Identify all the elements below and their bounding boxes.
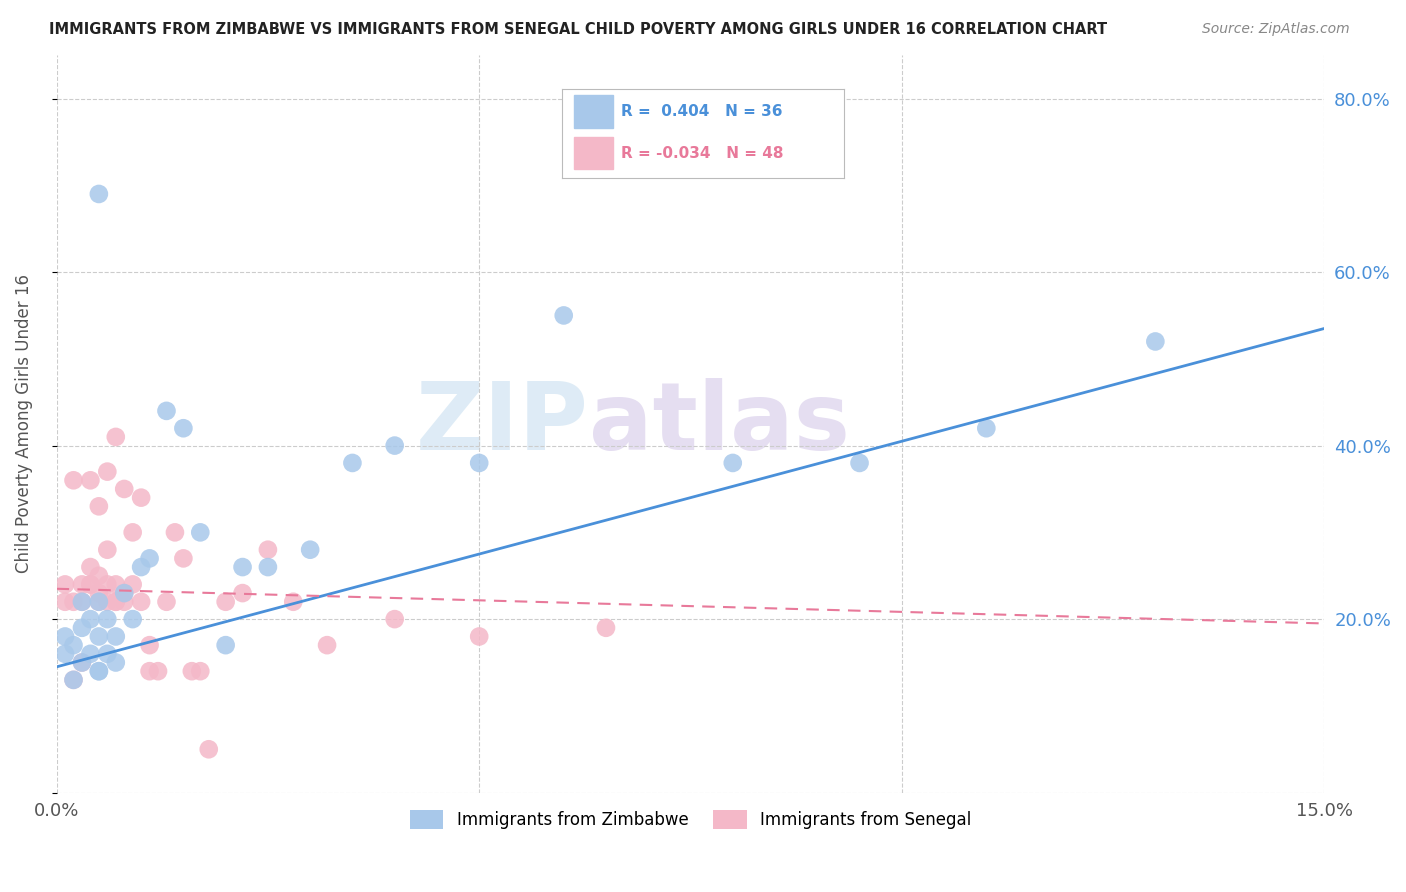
Point xyxy=(104,630,127,644)
Point xyxy=(87,186,110,201)
Point xyxy=(70,621,93,635)
Point xyxy=(104,595,127,609)
Point xyxy=(848,456,870,470)
Point xyxy=(197,742,219,756)
Point xyxy=(62,673,84,687)
Point xyxy=(163,525,186,540)
Point xyxy=(214,638,236,652)
Point xyxy=(384,439,406,453)
Point xyxy=(112,595,135,609)
Point xyxy=(138,638,160,652)
Text: atlas: atlas xyxy=(589,378,851,470)
Point xyxy=(79,577,101,591)
Point xyxy=(283,595,305,609)
Point xyxy=(342,456,364,470)
Text: ZIP: ZIP xyxy=(416,378,589,470)
Point xyxy=(96,595,118,609)
Point xyxy=(1144,334,1167,349)
Point xyxy=(70,595,93,609)
Point xyxy=(87,595,110,609)
Point xyxy=(87,664,110,678)
Point xyxy=(79,612,101,626)
Point xyxy=(70,656,93,670)
Point xyxy=(87,630,110,644)
Point xyxy=(232,586,254,600)
Point xyxy=(316,638,339,652)
Point xyxy=(214,595,236,609)
Point xyxy=(104,656,127,670)
Point xyxy=(468,630,491,644)
Point xyxy=(180,664,202,678)
Point xyxy=(79,560,101,574)
Point xyxy=(104,577,127,591)
Text: Source: ZipAtlas.com: Source: ZipAtlas.com xyxy=(1202,22,1350,37)
Text: R =  0.404   N = 36: R = 0.404 N = 36 xyxy=(621,104,783,119)
Point xyxy=(129,491,152,505)
Point xyxy=(112,586,135,600)
Point xyxy=(96,465,118,479)
Point xyxy=(129,595,152,609)
Legend: Immigrants from Zimbabwe, Immigrants from Senegal: Immigrants from Zimbabwe, Immigrants fro… xyxy=(404,804,977,836)
Point xyxy=(96,612,118,626)
Point xyxy=(87,586,110,600)
Point xyxy=(53,630,76,644)
Point xyxy=(87,500,110,514)
Point xyxy=(96,577,118,591)
Point xyxy=(96,647,118,661)
Point xyxy=(257,542,280,557)
Point xyxy=(62,673,84,687)
Point xyxy=(146,664,169,678)
Point xyxy=(155,404,177,418)
Point xyxy=(70,656,93,670)
Point xyxy=(112,482,135,496)
Point xyxy=(79,577,101,591)
Point xyxy=(70,595,93,609)
Point xyxy=(976,421,998,435)
Point xyxy=(553,309,575,323)
Point xyxy=(188,664,211,678)
Point xyxy=(129,560,152,574)
Point xyxy=(595,621,617,635)
Bar xyxy=(574,95,613,128)
Bar xyxy=(574,137,613,169)
Point xyxy=(70,577,93,591)
Point xyxy=(62,638,84,652)
Point xyxy=(53,577,76,591)
Point xyxy=(155,595,177,609)
Point xyxy=(62,473,84,487)
Point xyxy=(79,647,101,661)
Point xyxy=(87,568,110,582)
Point xyxy=(87,664,110,678)
Point xyxy=(121,612,143,626)
Point xyxy=(468,456,491,470)
Point xyxy=(172,551,194,566)
Point xyxy=(53,647,76,661)
Point xyxy=(172,421,194,435)
Point xyxy=(79,473,101,487)
Point xyxy=(384,612,406,626)
Point xyxy=(104,430,127,444)
Point xyxy=(138,664,160,678)
Text: IMMIGRANTS FROM ZIMBABWE VS IMMIGRANTS FROM SENEGAL CHILD POVERTY AMONG GIRLS UN: IMMIGRANTS FROM ZIMBABWE VS IMMIGRANTS F… xyxy=(49,22,1108,37)
Point xyxy=(104,595,127,609)
Point xyxy=(138,551,160,566)
Text: R = -0.034   N = 48: R = -0.034 N = 48 xyxy=(621,146,785,161)
Point xyxy=(188,525,211,540)
Point xyxy=(721,456,744,470)
Point xyxy=(112,586,135,600)
Point xyxy=(62,595,84,609)
Point xyxy=(257,560,280,574)
Point xyxy=(121,577,143,591)
Point xyxy=(299,542,322,557)
Point xyxy=(96,542,118,557)
Point xyxy=(121,525,143,540)
Point xyxy=(232,560,254,574)
Y-axis label: Child Poverty Among Girls Under 16: Child Poverty Among Girls Under 16 xyxy=(15,275,32,574)
Point xyxy=(87,595,110,609)
Point xyxy=(53,595,76,609)
